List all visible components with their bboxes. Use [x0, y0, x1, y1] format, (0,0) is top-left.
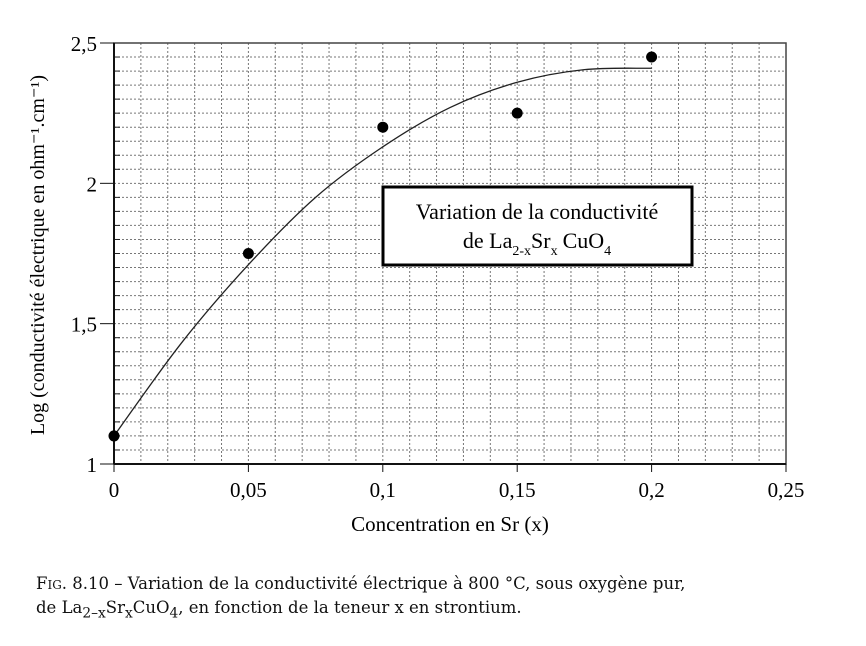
data-point	[377, 121, 389, 133]
chart: 0 0,05 0,1 0,15 0,2 0,25 1 1,5 2 2,5 Concentratio…	[27, 32, 805, 536]
data-point	[511, 107, 523, 119]
y-tick-label: 2,5	[71, 32, 97, 56]
x-axis-label: Concentration en Sr (x)	[351, 512, 549, 536]
figure-caption: Fig. 8.10 – Variation de la conductivité…	[36, 574, 686, 622]
data-point	[108, 430, 120, 442]
x-tick-label: 0,2	[638, 478, 664, 502]
data-point	[242, 248, 254, 259]
data-marks	[108, 51, 658, 442]
data-point	[646, 51, 658, 63]
y-tick-label: 1	[87, 453, 98, 477]
x-tick-label: 0,1	[370, 478, 396, 502]
y-axis-label: Log (conductivité électrique en ohm⁻¹.cm…	[27, 75, 49, 435]
caption-label: Fig. 8.10	[36, 574, 110, 593]
fit-curve	[113, 67, 652, 437]
axes	[100, 42, 787, 472]
x-tick-label: 0,15	[499, 478, 536, 502]
x-tick-label: 0	[109, 478, 120, 502]
legend-line1: Variation de la conductivité	[416, 199, 659, 224]
legend-box: Variation de la conductivité de La2-xSrx…	[381, 185, 694, 267]
y-tick-label: 1,5	[71, 313, 97, 337]
legend-line2: de La2-xSrx CuO4	[463, 228, 611, 259]
x-tick-label: 0,05	[230, 478, 267, 502]
x-tick-label: 0,25	[768, 478, 805, 502]
y-tick-label: 2	[87, 172, 98, 196]
tick-labels: 0 0,05 0,1 0,15 0,2 0,25 1 1,5 2 2,5	[71, 32, 805, 502]
